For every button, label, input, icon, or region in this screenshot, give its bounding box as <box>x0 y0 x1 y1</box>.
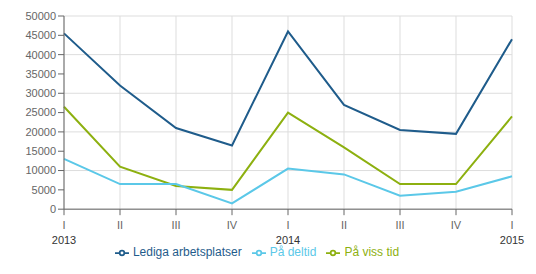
svg-text:II: II <box>117 219 123 231</box>
svg-text:25000: 25000 <box>25 106 56 118</box>
svg-text:5000: 5000 <box>32 184 56 196</box>
svg-text:IV: IV <box>451 219 462 231</box>
svg-text:II: II <box>341 219 347 231</box>
html-text:Lediga arbetsplatser: Lediga arbetsplatser <box>132 245 242 260</box>
svg-text:IV: IV <box>227 219 238 231</box>
svg-text:20000: 20000 <box>25 126 56 138</box>
svg-text:I: I <box>62 219 65 231</box>
svg-text:30000: 30000 <box>25 87 56 99</box>
svg-text:45000: 45000 <box>25 29 56 41</box>
svg-text:2015: 2015 <box>500 234 524 246</box>
svg-text:2014: 2014 <box>276 234 300 246</box>
svg-text:III: III <box>171 219 180 231</box>
svg-text:50000: 50000 <box>25 10 56 22</box>
svg-text:15000: 15000 <box>25 145 56 157</box>
svg-text:0: 0 <box>50 203 56 215</box>
svg-text:10000: 10000 <box>25 164 56 176</box>
svg-text:I: I <box>286 219 289 231</box>
svg-text:40000: 40000 <box>25 49 56 61</box>
html-text:På viss tid: På viss tid <box>344 245 400 260</box>
svg-text:I: I <box>510 219 513 231</box>
html-text:På deltid: På deltid <box>269 245 317 260</box>
svg-text:2013: 2013 <box>52 234 76 246</box>
svg-text:III: III <box>395 219 404 231</box>
svg-text:35000: 35000 <box>25 68 56 80</box>
